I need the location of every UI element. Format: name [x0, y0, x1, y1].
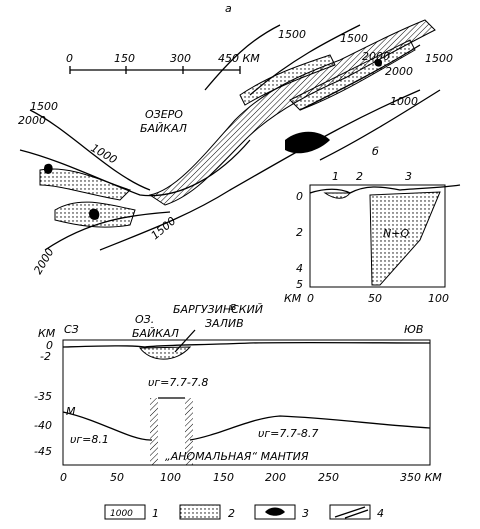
contour-label: 1500: [30, 100, 58, 113]
tick-label: -35: [34, 390, 52, 403]
tick-label: 100: [428, 292, 449, 305]
panel-label: в: [230, 300, 236, 313]
lake-label: ОЗЕРО: [145, 108, 183, 121]
anomaly-label: „АНОМАЛЬНАЯ“ МАНТИЯ: [165, 450, 309, 463]
tick-label: 350 КМ: [400, 471, 442, 484]
tick-label: 0: [296, 190, 303, 203]
tick-label: -45: [34, 445, 52, 458]
contour-label: 1500: [278, 28, 306, 41]
tick-label: 0: [46, 339, 53, 352]
contour-label: 1000: [390, 95, 418, 108]
moho-label: M: [66, 405, 76, 418]
axis-unit: КМ: [38, 327, 56, 340]
direction-label: СЗ: [64, 323, 79, 336]
legend-label: 3: [302, 507, 309, 520]
zone-label: 3: [405, 170, 412, 183]
axis-unit: КМ: [284, 292, 302, 305]
tick-label: 150: [213, 471, 234, 484]
map: а 0 150 300 450 КМ 1500 1500 2000 2000 1…: [18, 2, 453, 277]
legend-label: 2: [228, 507, 235, 520]
contour-label: 2000: [31, 246, 56, 277]
scale-label: 0: [66, 52, 73, 65]
contour-label: 1500: [425, 52, 453, 65]
tick-label: 4: [296, 262, 303, 275]
panel-label: а: [225, 2, 232, 15]
contour-label: 1500: [340, 32, 368, 45]
scale-label: 150: [114, 52, 135, 65]
place-label: БАРГУЗИНСКИЙ: [173, 303, 263, 316]
zone-label: 2: [356, 170, 363, 183]
contour-label: 2000: [385, 65, 413, 78]
tick-label: -40: [34, 419, 52, 432]
tick-label: 0: [307, 292, 314, 305]
place-label: ЗАЛИВ: [205, 317, 244, 330]
zone-label: 1: [332, 170, 339, 183]
tick-label: 0: [60, 471, 67, 484]
velocity-label: υг=7.7-7.8: [148, 376, 208, 389]
tick-label: -2: [40, 350, 51, 363]
section-v: в КМ СЗ ЮВ ОЗ. БАЙКАЛ БАРГУЗИНСКИЙ ЗАЛИВ…: [34, 300, 442, 484]
tick-label: 50: [368, 292, 382, 305]
tick-label: 50: [110, 471, 124, 484]
velocity-label: υг=8.1: [70, 433, 109, 446]
panel-label: б: [372, 145, 379, 158]
contour-label: 2000: [18, 114, 46, 127]
section-b: б 1 2 3 0 2 4 5 КМ 0 50 100 N+Q: [284, 145, 461, 305]
tick-label: 100: [160, 471, 181, 484]
contour-label: 2000: [362, 50, 390, 63]
velocity-label: υг=7.7-8.7: [258, 427, 318, 440]
legend-label: 1: [152, 507, 159, 520]
direction-label: ЮВ: [404, 323, 423, 336]
tick-label: 2: [296, 226, 303, 239]
tick-label: 200: [265, 471, 286, 484]
scale-label: 450 КМ: [218, 52, 260, 65]
legend: 1000 1 2 3 4: [104, 504, 384, 520]
legend-label: 4: [377, 507, 384, 520]
tick-label: 250: [318, 471, 339, 484]
contour-label: 1500: [149, 214, 179, 242]
place-label: БАЙКАЛ: [132, 327, 179, 340]
lake: [148, 19, 436, 206]
tick-label: 5: [296, 278, 303, 291]
fill-label: N+Q: [383, 227, 409, 240]
legend-sample: 1000: [110, 509, 133, 519]
lake-label: БАЙКАЛ: [140, 122, 187, 135]
scale-label: 300: [170, 52, 191, 65]
place-label: ОЗ.: [135, 313, 154, 326]
